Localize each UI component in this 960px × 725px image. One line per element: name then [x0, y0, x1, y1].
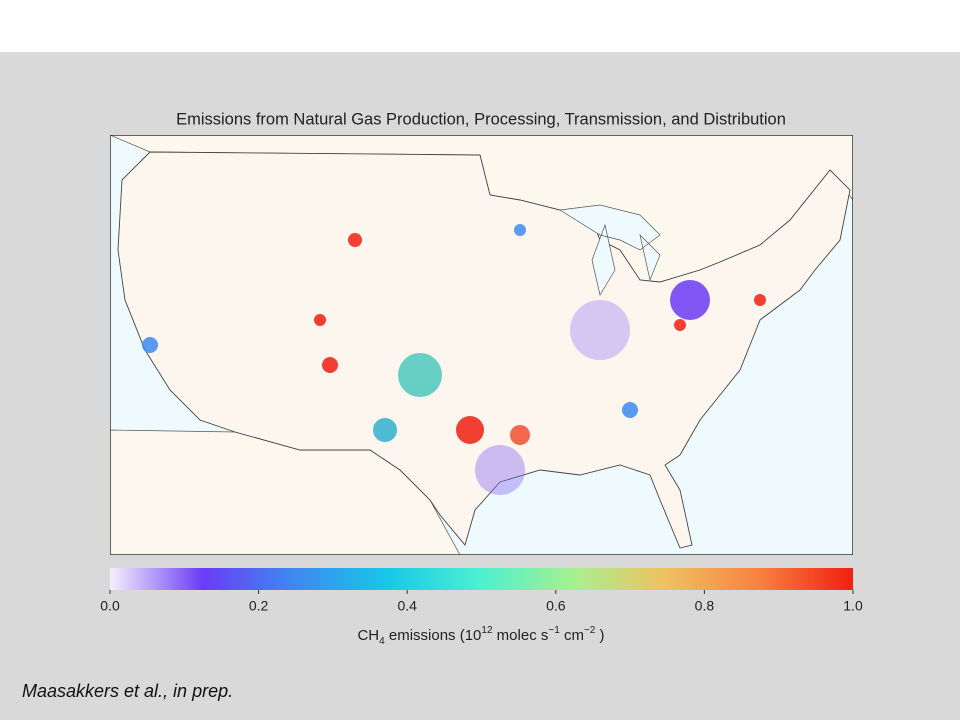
hotspot — [514, 224, 526, 236]
label-part: CH — [357, 627, 379, 644]
hotspot — [622, 402, 638, 418]
top-band — [0, 0, 960, 52]
hotspot — [373, 418, 397, 442]
hotspot — [570, 300, 630, 360]
usa — [117, 151, 851, 549]
citation: Maasakkers et al., in prep. — [22, 681, 233, 701]
great-lakes — [558, 204, 661, 296]
hotspot — [456, 416, 484, 444]
map — [110, 135, 853, 555]
label-part: ) — [595, 627, 604, 644]
hotspot — [322, 357, 338, 373]
tick-label: 1.0 — [843, 598, 863, 614]
tick-label: 0.0 — [100, 598, 120, 614]
hotspot — [348, 233, 362, 247]
map-title: Emissions from Natural Gas Production, P… — [176, 110, 786, 128]
hotspot — [670, 280, 710, 320]
hotspot — [475, 445, 525, 495]
label-part: 4 — [379, 636, 385, 647]
hotspot — [754, 294, 766, 306]
tick-label: 0.2 — [249, 598, 269, 614]
colorbar — [110, 568, 853, 590]
label-part: 12 — [481, 625, 493, 636]
tick-label: 0.6 — [546, 598, 566, 614]
hotspot — [674, 319, 686, 331]
label-part: −2 — [584, 625, 596, 636]
colorbar-label: CH4 emissions (1012 molec s−1 cm−2 ) — [357, 625, 604, 647]
label-part: −1 — [548, 625, 560, 636]
label-part: emissions (10 — [385, 627, 482, 644]
emission-hotspots — [142, 224, 766, 495]
label-part: cm — [560, 627, 584, 644]
hotspot — [510, 425, 530, 445]
colorbar-ticks: 0.0 0.2 0.4 0.6 0.8 1.0 — [100, 590, 863, 614]
hotspot — [142, 337, 158, 353]
label-part: molec s — [493, 627, 549, 644]
hotspot — [398, 353, 442, 397]
tick-label: 0.4 — [397, 598, 417, 614]
hotspot — [314, 314, 326, 326]
tick-label: 0.8 — [695, 598, 715, 614]
